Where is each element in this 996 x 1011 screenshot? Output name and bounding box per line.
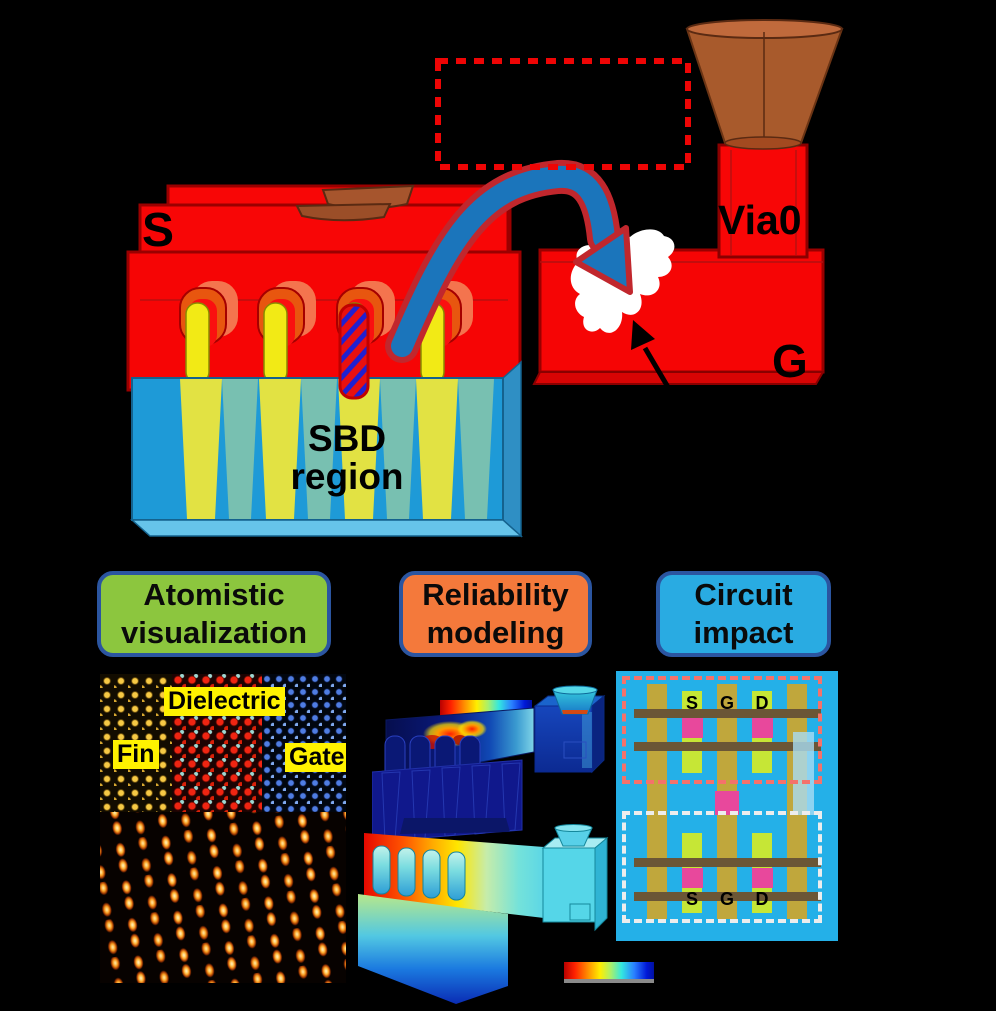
atomistic-interface-image: Dielectric Fin Gate <box>100 674 346 812</box>
flow-node-label-line2: impact <box>693 615 794 650</box>
flow-node-reliability-modeling: Reliability modeling <box>399 571 592 657</box>
metal-rail <box>634 858 821 867</box>
drain-terminal-label: D <box>755 889 769 909</box>
sbd-region-label-line1: SBD <box>308 418 386 459</box>
heated-substrate <box>358 894 508 1004</box>
finfet-3d-schematic: S Via0 G SBD region <box>126 19 844 538</box>
circuit-layout-panel: S G D S G D <box>616 671 838 941</box>
dashed-callout-box <box>435 58 691 170</box>
sbd-striped-fin <box>338 303 370 400</box>
modeling-image-heated-device <box>358 818 654 1004</box>
highlight-strip <box>793 732 814 815</box>
failing-cell-outline <box>622 676 822 784</box>
via0-label: Via0 <box>718 197 802 243</box>
source-terminal-label: S <box>685 889 699 909</box>
dielectric-label: Dielectric <box>164 687 285 716</box>
fin-label: Fin <box>113 740 159 769</box>
colorbar-bottom <box>564 962 654 979</box>
metal-rail <box>634 892 821 901</box>
reference-cell-outline <box>622 811 822 923</box>
gate-label-atoms: Gate <box>285 743 346 772</box>
flow-node-label-line1: Reliability <box>422 577 569 612</box>
contact-via <box>682 718 703 738</box>
metal-rail <box>634 742 821 751</box>
via-block-heated <box>542 847 596 923</box>
pointer-arrow <box>631 320 675 396</box>
heated-fins <box>372 845 466 901</box>
substrate-fin-columns <box>180 379 494 519</box>
gate-terminal-label: G <box>719 889 735 909</box>
percolation-arrow <box>385 159 633 363</box>
stem-dumbbell-pattern <box>100 812 346 983</box>
drain-terminal-label: D <box>755 693 769 713</box>
substrate <box>130 360 523 538</box>
via0-funnel <box>685 19 844 150</box>
contact-via <box>752 868 773 888</box>
flow-node-label-line2: visualization <box>120 615 308 650</box>
source-terminal-label: S <box>685 693 699 713</box>
flow-node-label-line1: Atomistic <box>143 577 285 612</box>
gate-terminal-label: G <box>719 693 735 713</box>
via0-pillar <box>717 143 809 259</box>
flow-node-circuit-impact: Circuit impact <box>656 571 831 657</box>
flow-node-label-line2: modeling <box>426 615 565 650</box>
metal-rail <box>634 709 821 718</box>
stem-lattice-image <box>100 812 346 983</box>
contact-via <box>752 718 773 738</box>
sbd-region-label-line2: region <box>290 456 403 497</box>
contact-via <box>682 868 703 888</box>
source-label: S <box>142 204 174 257</box>
flow-node-label-line1: Circuit <box>694 577 793 612</box>
gate-label: G <box>772 335 808 387</box>
via-landing-pad <box>295 202 392 222</box>
flow-node-atomistic-visualization: Atomistic visualization <box>97 571 331 657</box>
